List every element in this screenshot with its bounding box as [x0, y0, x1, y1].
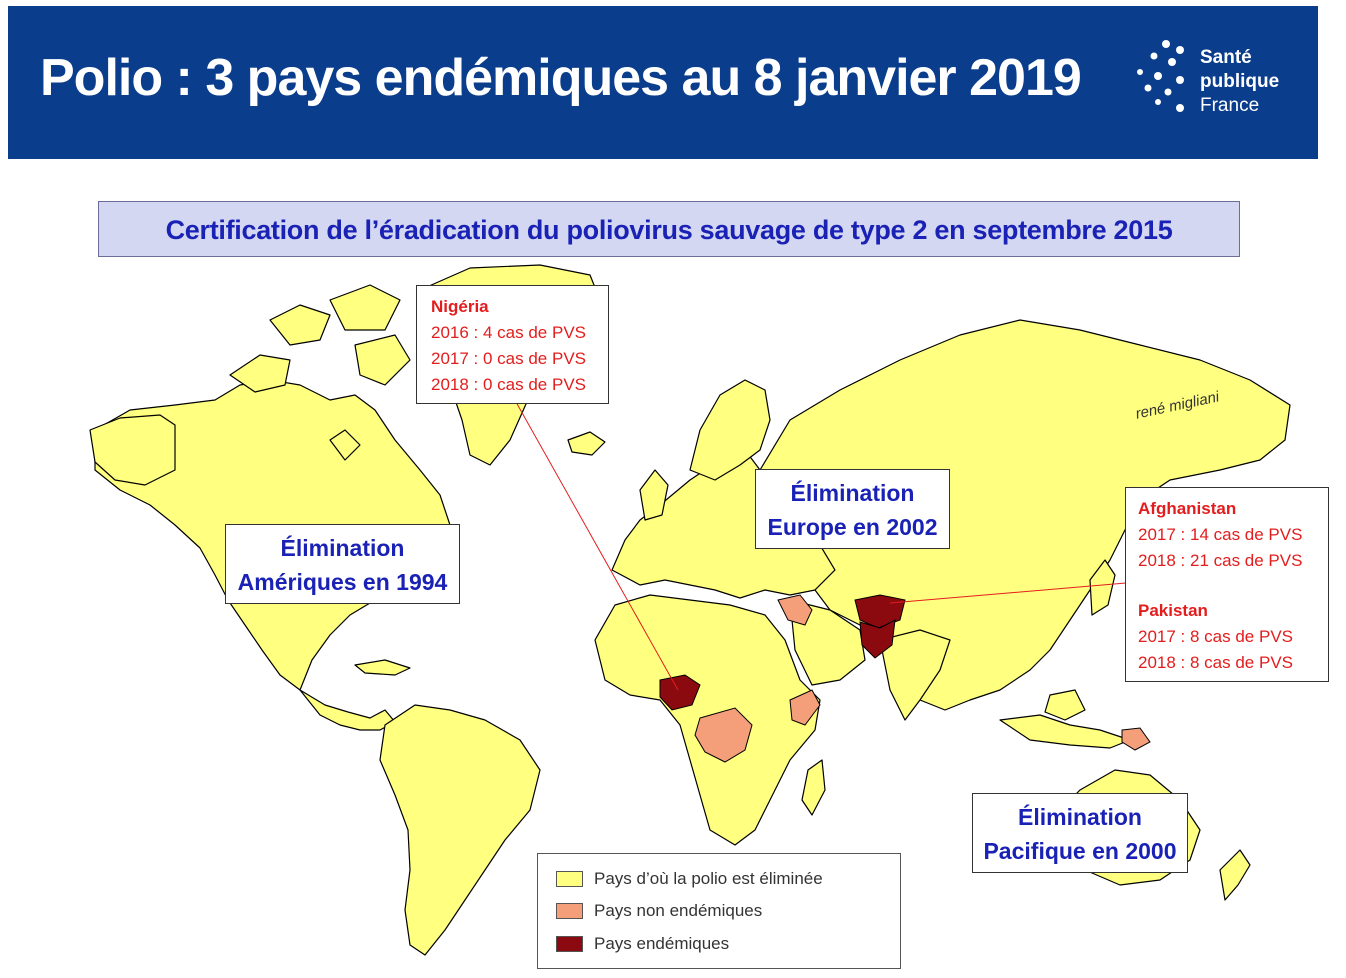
callout-nigeria-country: Nigéria: [431, 297, 489, 316]
scandinavia-landmass: [689, 379, 771, 481]
country-papua-new-guinea: [1121, 727, 1151, 751]
elimination-europe-line-2: Europe en 2002: [767, 514, 938, 540]
arctic-island-2: [269, 304, 331, 346]
elimination-pacific-box: Élimination Pacifique en 2000: [972, 793, 1188, 873]
elimination-americas-line-1: Élimination: [280, 535, 405, 561]
logo-line-3: France: [1200, 95, 1260, 116]
logo-dots-icon: [1137, 40, 1184, 112]
japan-island: [1089, 559, 1116, 616]
uk-island: [639, 469, 669, 521]
legend: Pays d’où la polio est éliminée Pays non…: [537, 853, 901, 969]
elimination-europe-box: Élimination Europe en 2002: [755, 469, 950, 549]
arctic-island-3: [329, 284, 401, 331]
header-banner: Polio : 3 pays endémiques au 8 janvier 2…: [8, 6, 1318, 159]
callout-nigeria-2018: 2018 : 0 cas de PVS: [431, 375, 586, 394]
page-title: Polio : 3 pays endémiques au 8 janvier 2…: [40, 49, 1082, 107]
sante-publique-france-logo: Santé publique France: [1128, 36, 1308, 136]
legend-label-endemic: Pays endémiques: [594, 934, 730, 953]
country-drc: [694, 707, 753, 763]
callout-pakistan-2017: 2017 : 8 cas de PVS: [1138, 627, 1293, 646]
callout-pakistan-2018: 2018 : 8 cas de PVS: [1138, 653, 1293, 672]
legend-label-non-endemic: Pays non endémiques: [594, 901, 763, 920]
legend-swatch-endemic: [556, 936, 583, 952]
borneo-island: [1044, 689, 1086, 721]
legend-swatch-non-endemic: [556, 903, 583, 919]
elimination-americas-line-2: Amériques en 1994: [237, 569, 448, 595]
callout-afghanistan-2017: 2017 : 14 cas de PVS: [1138, 525, 1303, 544]
subtitle-box: Certification de l’éradication du poliov…: [98, 201, 1240, 257]
iceland-island: [567, 431, 606, 456]
callout-nigeria: Nigéria 2016 : 4 cas de PVS 2017 : 0 cas…: [416, 285, 609, 404]
country-pakistan: [859, 619, 896, 659]
elimination-europe-line-1: Élimination: [790, 480, 915, 506]
arabian-peninsula: [789, 599, 866, 686]
nigeria-leader-line: [515, 401, 679, 691]
callout-afghanistan-country: Afghanistan: [1138, 499, 1237, 518]
elimination-pacific-line-1: Élimination: [1018, 804, 1142, 830]
logo-line-1: Santé: [1200, 47, 1252, 68]
arctic-island-1: [229, 354, 291, 393]
alaska-landmass: [89, 414, 176, 486]
subtitle: Certification de l’éradication du poliov…: [165, 215, 1173, 245]
cuba-island: [354, 659, 411, 676]
central-america-landmass: [299, 689, 396, 731]
callout-afghanistan-pakistan: Afghanistan 2017 : 14 cas de PVS 2018 : …: [1125, 487, 1329, 682]
legend-label-eliminated: Pays d’où la polio est éliminée: [594, 869, 823, 888]
new-zealand-island: [1219, 849, 1251, 901]
country-somalia: [789, 689, 821, 726]
country-nigeria: [659, 674, 701, 711]
madagascar-island: [801, 759, 826, 816]
arctic-island-4: [354, 334, 411, 386]
country-syria-iraq: [777, 594, 813, 626]
logo-line-2: publique: [1200, 71, 1280, 92]
callout-nigeria-2016: 2016 : 4 cas de PVS: [431, 323, 586, 342]
callout-afghanistan-2018: 2018 : 21 cas de PVS: [1138, 551, 1303, 570]
afghanistan-leader-line: [889, 582, 1127, 604]
legend-swatch-eliminated: [556, 871, 583, 887]
india-subcontinent: [879, 629, 951, 721]
elimination-americas-box: Élimination Amériques en 1994: [225, 524, 460, 604]
callout-nigeria-2017: 2017 : 0 cas de PVS: [431, 349, 586, 368]
south-america-landmass: [379, 704, 541, 956]
hudson-bay-island: [329, 429, 361, 461]
elimination-pacific-line-2: Pacifique en 2000: [983, 838, 1177, 864]
callout-pakistan-country: Pakistan: [1138, 601, 1208, 620]
